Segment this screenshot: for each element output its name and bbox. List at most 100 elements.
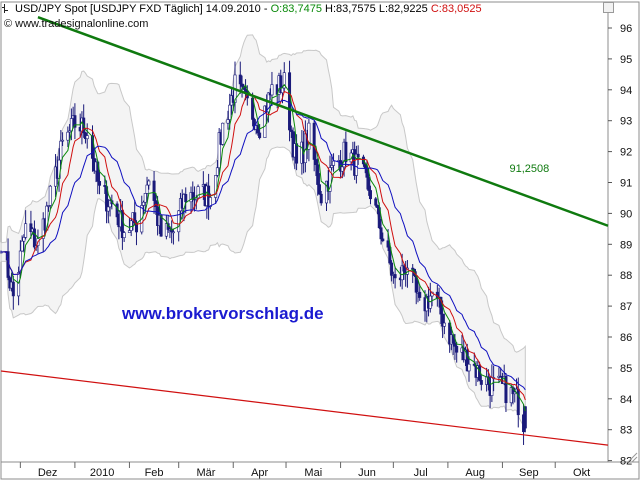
candle-body [400,265,404,281]
candle-body [164,223,168,237]
candle-body [455,346,459,353]
candle-body [17,272,21,297]
x-tick-label: Sep [519,467,539,479]
y-tick-label: 86 [620,332,632,344]
candle-body [244,88,248,92]
y-tick-label: 88 [620,270,632,282]
open-value: O:83,7475 [270,3,322,15]
candle-body [418,291,422,298]
candle-body [68,130,72,133]
candle-body [467,363,471,372]
candle-body [159,215,163,237]
y-tick-label: 91 [620,178,632,190]
candle-body [221,122,225,145]
candle-body [171,231,175,234]
candle-body [330,165,334,168]
low-value: L:82,9225 [378,3,428,15]
candle-body [367,177,371,191]
close-value: C:83,0525 [430,3,482,15]
candle-body [312,122,316,160]
candle-body [98,181,102,186]
candle-body [122,232,126,238]
x-tick-label: Aug [465,467,485,479]
resize-grip-icon [627,452,638,463]
candle-body [22,237,26,242]
time-axis [0,461,640,480]
candle-body [127,230,131,233]
candle-body [282,72,286,89]
candle-body [18,250,22,273]
candle-body [142,201,146,206]
candle-body [376,205,380,208]
candle-body [48,185,52,206]
candle-body [20,240,24,252]
y-tick-label: 95 [620,54,632,66]
candle-body [390,262,394,276]
x-tick-label: Dez [38,467,58,479]
candle-body [133,212,137,224]
x-tick-label: Mai [304,467,322,479]
support-trendline [0,370,609,446]
candle-body [314,159,318,166]
y-tick-label: 84 [620,394,632,406]
x-tick-label: Okt [573,467,590,479]
x-tick-label: Apr [251,467,268,479]
candle-body [295,143,299,164]
candle-body [85,135,89,140]
bollinger-band [0,34,526,434]
candle-body [208,197,212,207]
candle-body [374,198,378,206]
candle-body [11,281,15,297]
candle-body [393,274,397,279]
candle-body [340,166,344,172]
candle-body [217,132,221,169]
ohlc-bar-icon [2,4,11,13]
candle-body [453,342,457,347]
y-tick-label: 96 [620,23,632,35]
candle-body [386,240,390,248]
ma-fast-line [0,83,526,412]
candle-body [24,223,28,238]
candle-body [115,203,119,218]
chart-header: USD/JPY Spot [USDJPY FXD Täglich] 14.09.… [2,3,482,15]
y-tick-label: 82 [620,456,632,468]
y-tick-label: 83 [620,425,632,437]
chart-title: USD/JPY Spot [USDJPY FXD Täglich] 14.09.… [15,3,268,15]
x-tick-label: Feb [145,467,164,479]
candle-body [490,377,494,396]
candle-body [228,104,232,120]
y-tick-label: 85 [620,363,632,375]
candle-body [439,296,443,315]
y-tick-label: 90 [620,208,632,220]
candle-body [289,129,293,132]
candle-body [381,238,385,242]
candle-body [29,223,33,232]
maximize-button[interactable] [603,2,614,13]
ma-slow-line [0,99,526,391]
candle-body [238,74,242,85]
x-tick-label: Mär [196,467,215,479]
candle-body [103,185,107,187]
candle-body [328,167,332,192]
y-tick-label: 93 [620,116,632,128]
candle-body [145,184,149,194]
candle-body [73,115,77,128]
candle-body [281,87,285,94]
candle-body [270,84,274,96]
candle-body [258,132,262,138]
candle-body [354,153,358,176]
trendline-value-label: 91,2508 [509,163,549,175]
candle-body [317,184,321,195]
candle-body [279,75,283,94]
candle-body [226,119,230,124]
candle-body [442,322,446,327]
candle-body [147,180,151,186]
candle-body [215,167,219,176]
candle-body [196,186,200,199]
y-tick-label: 92 [620,147,632,159]
candle-body [511,387,515,395]
candle-body [319,193,323,204]
candle-body [363,163,367,169]
